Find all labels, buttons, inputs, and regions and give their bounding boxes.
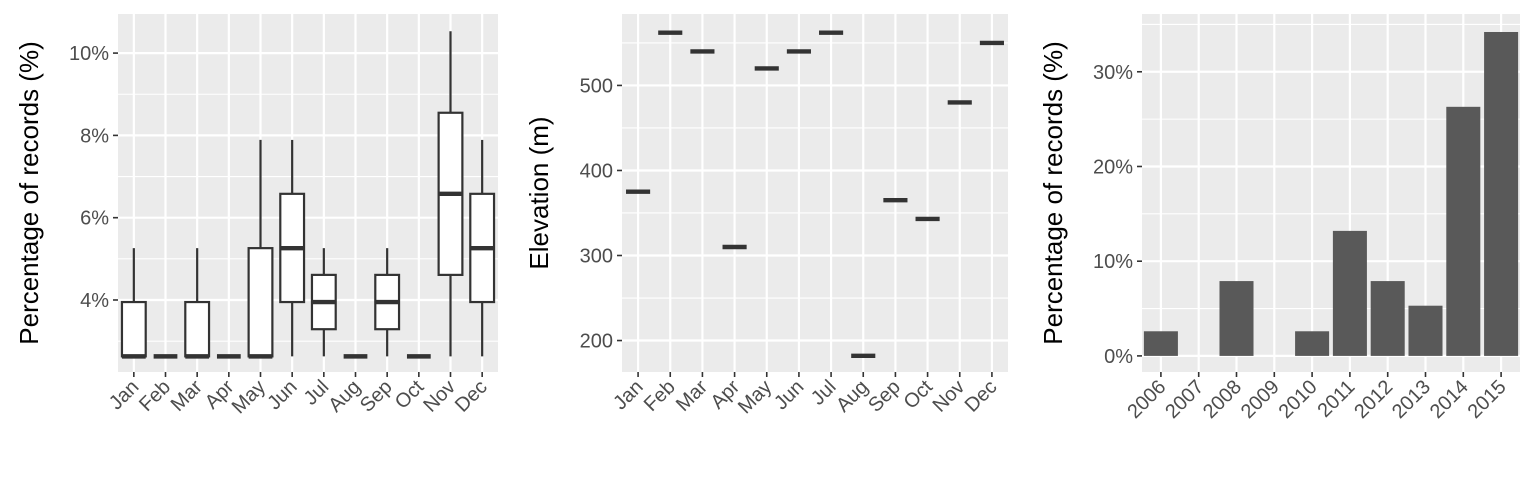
monthly-elevation-y-tick-label: 300 <box>580 246 613 268</box>
yearly-percentage-x-tick-label: 2011 <box>1313 376 1359 422</box>
bar-2010 <box>1295 331 1330 356</box>
bar-2006 <box>1143 331 1178 356</box>
yearly-percentage-y-tick-label: 30% <box>1093 62 1133 84</box>
monthly-elevation-x-tick-label: Oct <box>900 376 938 414</box>
yearly-percentage-x-tick-label: 2009 <box>1237 376 1284 423</box>
monthly-percentage-x-tick-label: Oct <box>391 376 429 414</box>
chart-yearly-percentage: 0%10%20%30%20062007200820092010201120122… <box>1038 14 1520 423</box>
bar-2015 <box>1484 31 1519 356</box>
monthly-percentage-x-tick-label: Mar <box>167 376 207 416</box>
box-jan <box>120 300 147 358</box>
monthly-percentage-y-axis-title: Percentage of records (%) <box>14 41 44 344</box>
monthly-elevation-x-tick-label: May <box>734 376 776 418</box>
monthly-elevation-x-tick-label: Aug <box>832 376 873 417</box>
box-mar <box>184 300 211 358</box>
bar-2014 <box>1446 106 1481 356</box>
chart-monthly-elevation: 200300400500JanFebMarAprMayJunJulAugSepO… <box>524 14 1008 418</box>
bar-2013 <box>1408 305 1443 356</box>
monthly-percentage-x-tick-label: Sep <box>356 376 397 417</box>
monthly-elevation-y-tick-label: 200 <box>580 331 613 353</box>
monthly-percentage-y-tick-label: 4% <box>80 290 109 312</box>
monthly-percentage-x-tick-label: Nov <box>419 376 460 417</box>
monthly-percentage-x-tick-label: Jan <box>105 376 143 414</box>
monthly-elevation-y-tick-label: 400 <box>580 160 613 182</box>
yearly-percentage-y-axis-title: Percentage of records (%) <box>1038 41 1068 344</box>
monthly-elevation-x-tick-label: Mar <box>672 376 712 416</box>
monthly-percentage-x-tick-label: Jun <box>263 376 301 414</box>
yearly-percentage-x-tick-label: 2012 <box>1350 376 1397 423</box>
yearly-percentage-x-tick-label: 2007 <box>1161 376 1208 423</box>
box-may <box>247 247 274 358</box>
bar-2012 <box>1370 281 1405 356</box>
monthly-elevation-x-tick-label: Feb <box>640 376 680 416</box>
monthly-elevation-x-tick-label: Nov <box>929 376 970 417</box>
yearly-percentage-y-tick-label: 20% <box>1093 156 1133 178</box>
monthly-elevation-panel <box>622 14 1008 372</box>
yearly-percentage-y-tick-label: 10% <box>1093 251 1133 273</box>
monthly-percentage-y-tick-label: 10% <box>69 43 109 65</box>
monthly-elevation-y-tick-label: 500 <box>580 75 613 97</box>
monthly-elevation-x-tick-label: Jun <box>770 376 808 414</box>
bar-2008 <box>1219 281 1254 356</box>
monthly-percentage-x-tick-label: Feb <box>135 376 175 416</box>
monthly-elevation-x-tick-label: Dec <box>961 376 1002 417</box>
monthly-percentage-panel <box>118 14 498 372</box>
yearly-percentage-x-tick-label: 2008 <box>1199 376 1246 423</box>
bar-2011 <box>1332 230 1367 356</box>
chart-monthly-percentage: 4%6%8%10%JanFebMarAprMayJunJulAugSepOctN… <box>14 14 498 418</box>
yearly-percentage-x-tick-label: 2015 <box>1464 376 1511 423</box>
monthly-percentage-y-tick-label: 6% <box>80 208 109 230</box>
monthly-percentage-y-tick-label: 8% <box>80 125 109 147</box>
monthly-percentage-x-tick-label: Aug <box>324 376 365 417</box>
monthly-percentage-x-tick-label: Dec <box>451 376 492 417</box>
yearly-percentage-x-tick-label: 2006 <box>1123 376 1170 423</box>
monthly-elevation-x-tick-label: Sep <box>864 376 905 417</box>
yearly-percentage-x-tick-label: 2010 <box>1275 376 1322 423</box>
monthly-elevation-x-tick-label: Jan <box>609 376 647 414</box>
yearly-percentage-x-tick-label: 2013 <box>1388 376 1435 423</box>
monthly-elevation-y-axis-title: Elevation (m) <box>524 116 554 269</box>
yearly-percentage-y-tick-label: 0% <box>1104 346 1133 368</box>
yearly-percentage-x-tick-label: 2014 <box>1426 376 1473 423</box>
